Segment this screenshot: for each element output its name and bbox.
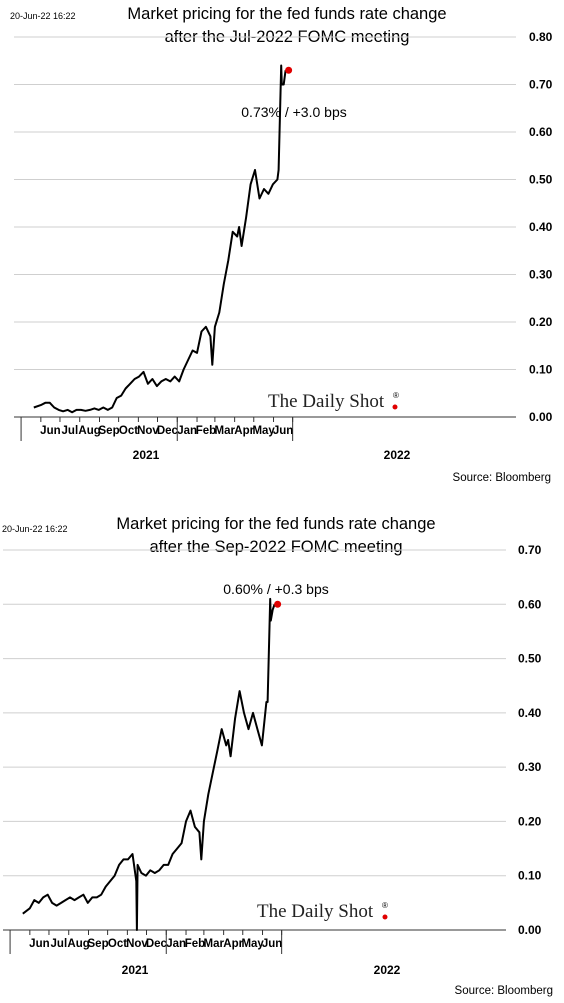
y-tick-label: 0.60	[529, 125, 553, 139]
y-tick-label: 0.70	[529, 78, 553, 92]
watermark-text: The Daily Shot	[268, 391, 385, 412]
x-tick-label: Jan	[166, 938, 186, 950]
grid-lines	[14, 36, 516, 370]
y-tick-label: 0.30	[518, 760, 542, 774]
latest-value-annotation: 0.60% / +0.3 bps	[223, 581, 328, 597]
y-axis-ticks: 0.00 0.10 0.20 0.30 0.40 0.50 0.60 0.70 0.80	[529, 30, 553, 424]
year-label-2021: 2021	[122, 963, 149, 977]
x-tick-label: Jun	[262, 938, 282, 950]
timestamp: 20-Jun-22 16:22	[10, 11, 76, 21]
x-tick-label: Jul	[51, 938, 68, 950]
x-tick-label: Aug	[78, 425, 100, 437]
source-note: Source: Bloomberg	[455, 985, 553, 997]
chart-panel-sep-2022: 20-Jun-22 16:22 Market pricing for the f…	[0, 508, 564, 998]
y-tick-label: 0.50	[518, 652, 542, 666]
x-tick-label: Dec	[157, 425, 179, 437]
chart-svg: 20-Jun-22 16:22 Market pricing for the f…	[2, 515, 553, 997]
series-line	[22, 597, 276, 931]
x-tick-label: Sep	[99, 425, 120, 437]
latest-value-point	[274, 600, 282, 608]
x-tick-label: Jan	[177, 425, 197, 437]
x-tick-label: Nov	[126, 938, 148, 950]
latest-value-point	[285, 66, 293, 74]
x-tick-label: Jun	[29, 938, 49, 950]
series-line	[33, 64, 287, 414]
grid-lines	[3, 549, 506, 877]
data-series	[33, 64, 293, 414]
y-tick-label: 0.50	[529, 173, 553, 187]
chart-title-line-1: Market pricing for the fed funds rate ch…	[127, 5, 446, 23]
chart-svg: 20-Jun-22 16:22 Market pricing for the f…	[10, 5, 553, 484]
logo-dot	[392, 404, 398, 410]
chart-panel-jul-2022: 20-Jun-22 16:22 Market pricing for the f…	[0, 0, 564, 498]
y-tick-label: 0.80	[529, 30, 553, 44]
x-tick-label: Aug	[67, 938, 89, 950]
y-tick-label: 0.00	[529, 410, 553, 424]
y-tick-label: 0.20	[529, 315, 553, 329]
x-tick-label: Jun	[273, 425, 293, 437]
data-series	[22, 597, 282, 931]
x-tick-label: May	[241, 938, 264, 950]
x-tick-label: Mar	[204, 938, 225, 950]
watermark-logo: The Daily Shot ®	[257, 901, 388, 922]
x-tick-label: May	[252, 425, 275, 437]
y-axis-ticks: 0.00 0.10 0.20 0.30 0.40 0.50 0.60 0.70	[518, 543, 542, 937]
watermark-logo: The Daily Shot ®	[268, 391, 399, 412]
x-tick-label: Oct	[119, 425, 138, 437]
y-tick-label: 0.20	[518, 814, 542, 828]
x-tick-label: Feb	[196, 425, 216, 437]
year-label-2022: 2022	[374, 963, 401, 977]
logo-dot	[382, 914, 388, 920]
x-tick-label: Sep	[88, 938, 109, 950]
x-tick-label: Apr	[223, 938, 243, 950]
y-tick-label: 0.70	[518, 543, 542, 557]
registered-mark: ®	[393, 391, 399, 400]
y-tick-label: 0.10	[529, 363, 553, 377]
registered-mark: ®	[382, 901, 388, 910]
latest-value-annotation: 0.73% / +3.0 bps	[241, 104, 346, 120]
y-tick-label: 0.60	[518, 597, 542, 611]
x-tick-label: Feb	[185, 938, 205, 950]
y-tick-label: 0.40	[529, 220, 553, 234]
y-tick-label: 0.00	[518, 923, 542, 937]
x-tick-label: Nov	[137, 425, 159, 437]
year-label-2022: 2022	[384, 448, 411, 462]
chart-title-line-2: after the Sep-2022 FOMC meeting	[149, 538, 402, 556]
x-tick-label: Oct	[108, 938, 127, 950]
timestamp: 20-Jun-22 16:22	[2, 524, 68, 534]
x-tick-label: Jul	[62, 425, 79, 437]
source-note: Source: Bloomberg	[453, 472, 551, 484]
chart-title-line-1: Market pricing for the fed funds rate ch…	[116, 515, 435, 533]
year-label-2021: 2021	[133, 448, 160, 462]
y-tick-label: 0.40	[518, 706, 542, 720]
y-tick-label: 0.30	[529, 268, 553, 282]
x-tick-label: Apr	[234, 425, 254, 437]
x-tick-label: Mar	[215, 425, 236, 437]
x-tick-label: Dec	[146, 938, 168, 950]
x-tick-label: Jun	[40, 425, 60, 437]
y-tick-label: 0.10	[518, 869, 542, 883]
watermark-text: The Daily Shot	[257, 901, 374, 922]
